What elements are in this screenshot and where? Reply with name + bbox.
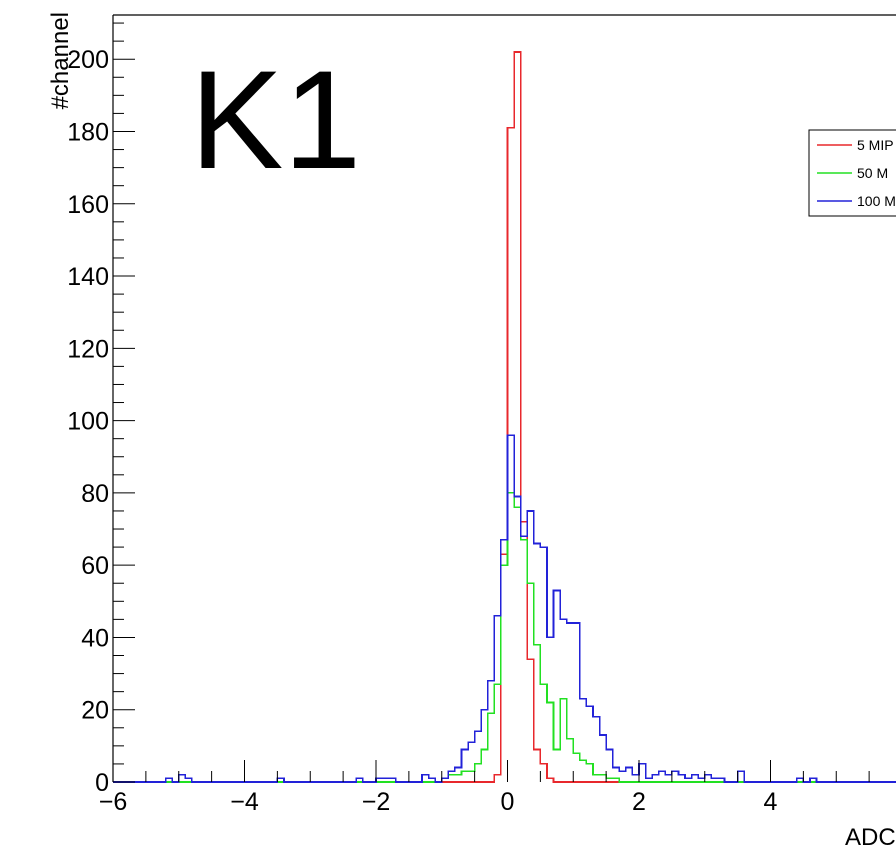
series-line-2 — [113, 492, 896, 783]
y-tick-label: 120 — [67, 335, 109, 363]
y-tick-label: 160 — [67, 191, 109, 219]
legend-label: 50 M — [857, 165, 888, 181]
axes — [112, 14, 896, 783]
y-tick-label: 200 — [67, 46, 109, 74]
big-k1-label: K1 — [190, 41, 361, 198]
legend: 5 MIP 50 M 100 M — [808, 129, 896, 217]
x-tick-label: 4 — [764, 788, 778, 816]
y-tick-label: 20 — [81, 697, 109, 725]
y-tick-label: 60 — [81, 552, 109, 580]
y-tick-label: 100 — [67, 408, 109, 436]
x-tick-label: −6 — [99, 788, 128, 816]
x-tick-label: −4 — [230, 788, 259, 816]
x-tick-label: 0 — [501, 788, 515, 816]
legend-label: 5 MIP — [857, 137, 894, 153]
x-tick-label: 2 — [632, 788, 646, 816]
x-axis-title: ADC — [845, 824, 896, 851]
y-tick-label: 0 — [95, 769, 109, 797]
x-tick-label: −2 — [362, 788, 391, 816]
series-line-3 — [113, 434, 896, 783]
y-tick-label: 80 — [81, 480, 109, 508]
y-tick-label: 180 — [67, 118, 109, 146]
y-tick-label: 140 — [67, 263, 109, 291]
tick-labels: 0 20 40 60 80 100 120 140 160 180 200 −6 −4 −2 0 2 4 — [67, 46, 777, 816]
y-tick-label: 40 — [81, 624, 109, 652]
legend-label: 100 M — [857, 193, 896, 209]
y-axis-title: #channel — [47, 12, 74, 109]
